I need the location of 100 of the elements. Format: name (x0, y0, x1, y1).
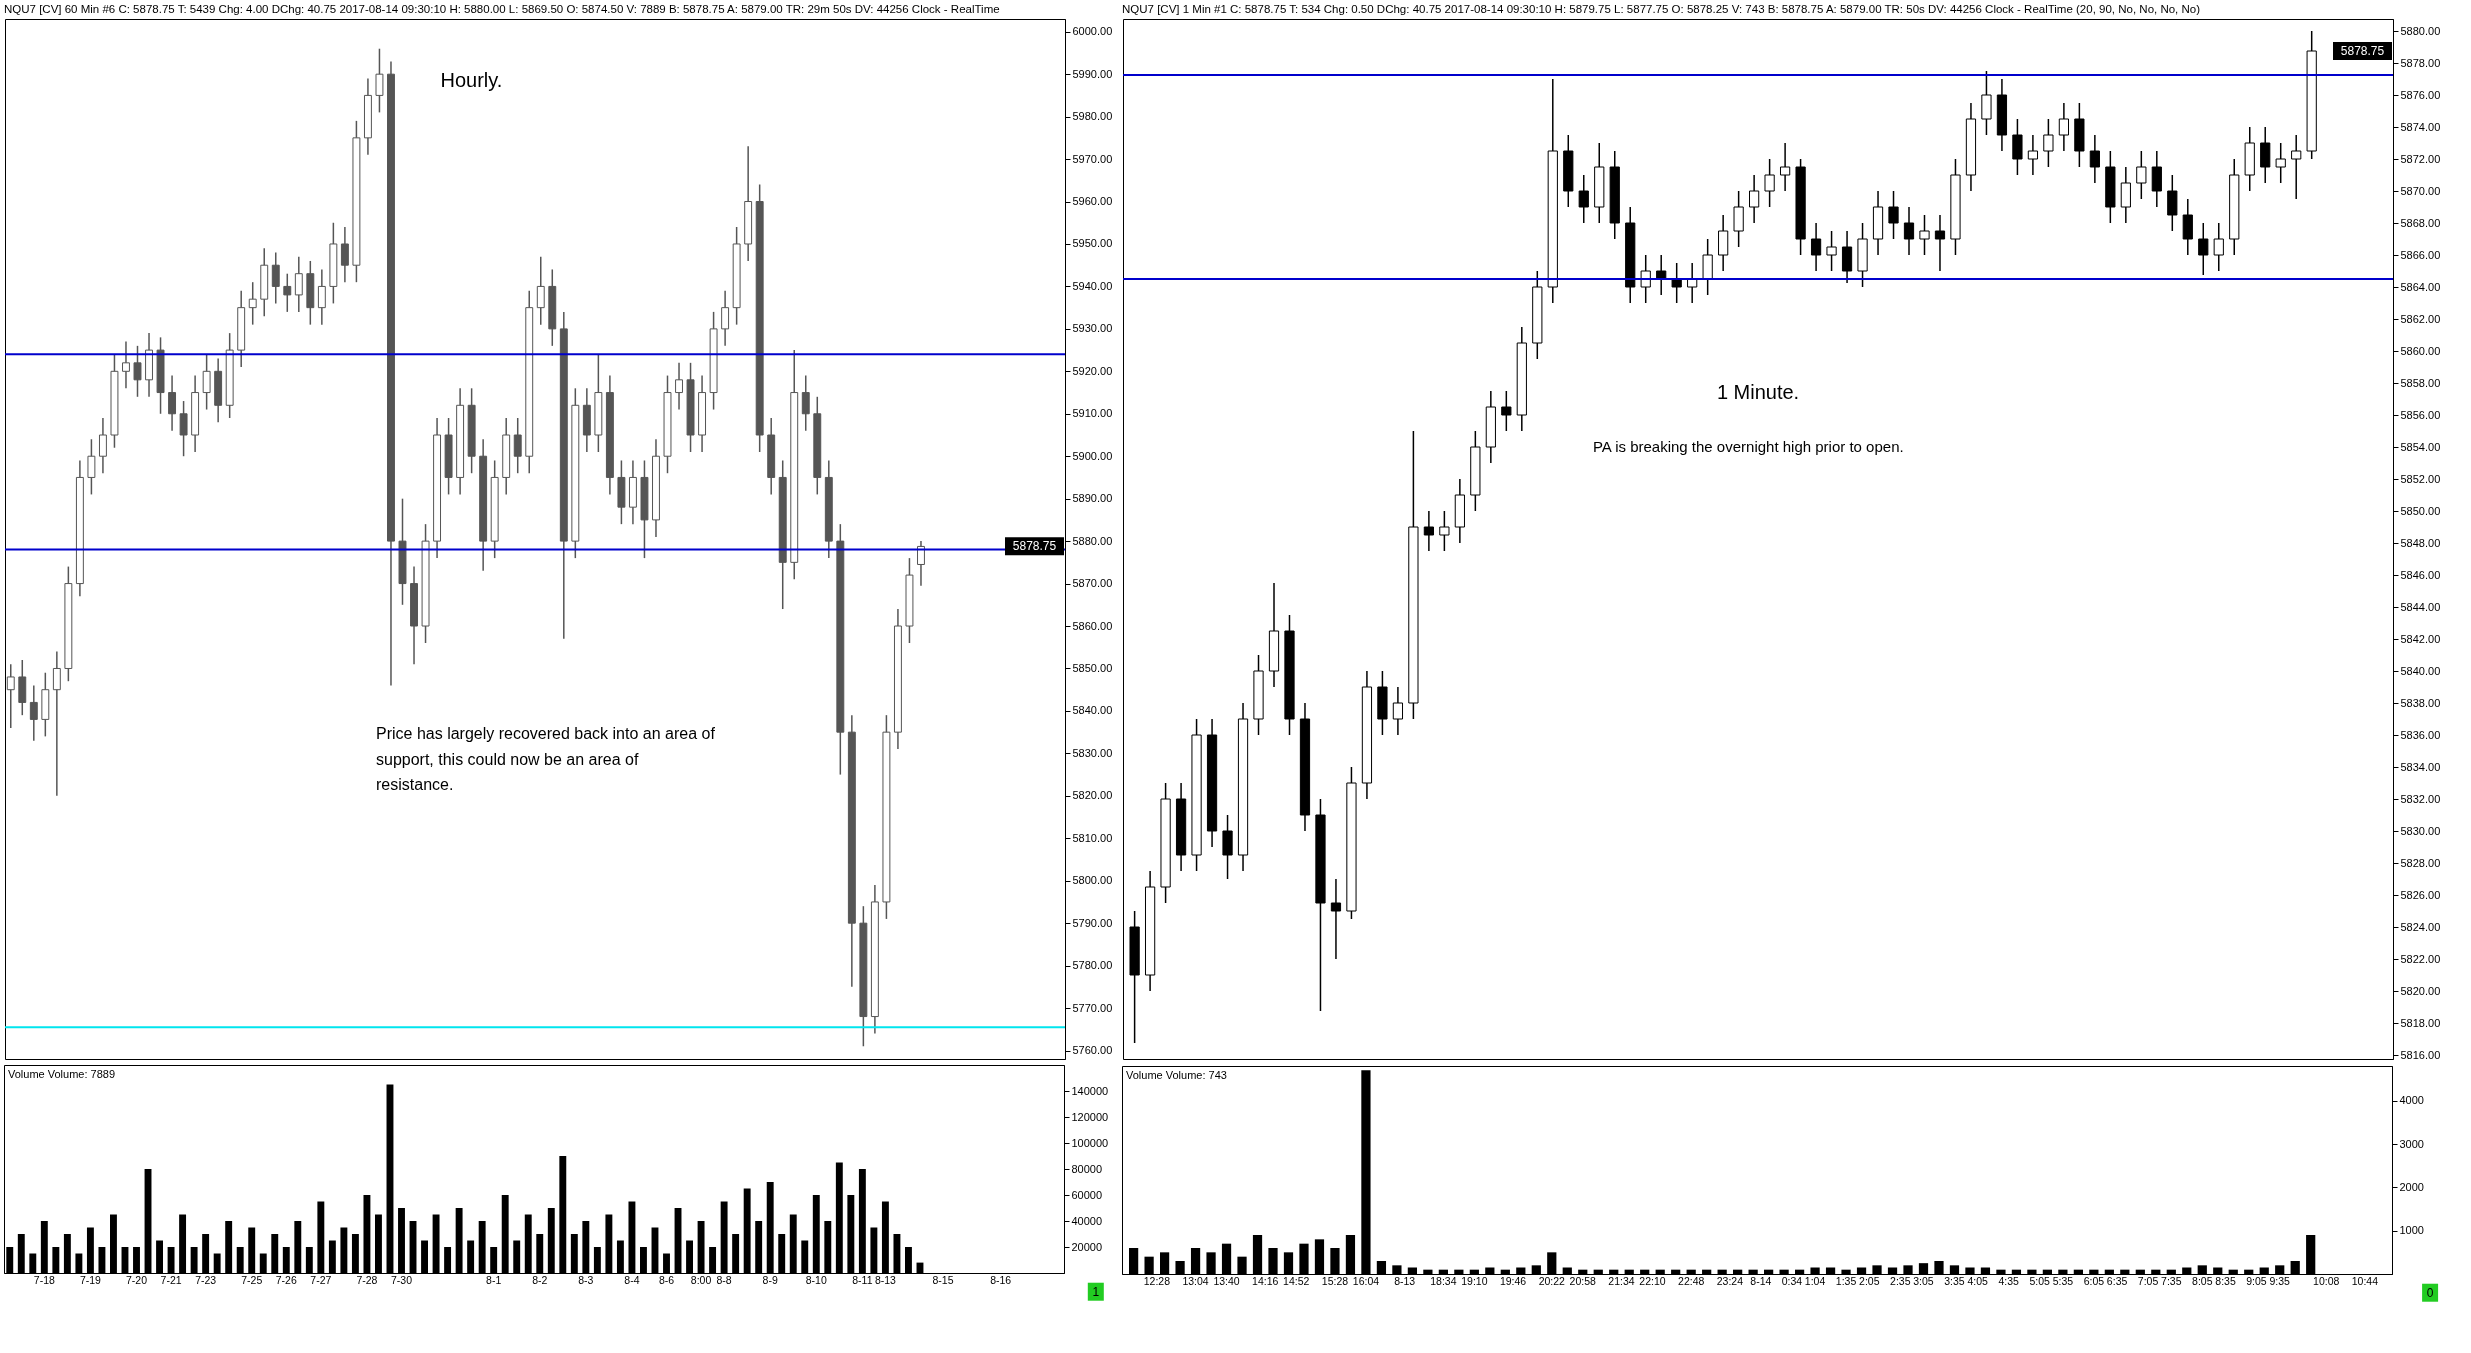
x-tick-label: 19:46 (1499, 1274, 1527, 1287)
x-tick-label: 4:05 (1967, 1274, 1989, 1287)
candlestick (1779, 142, 1791, 192)
y-tick-label: 5880.00 (1072, 534, 1113, 547)
y-tick-label: 5840.00 (2400, 664, 2441, 677)
x-tick-label: 7-19 (79, 1273, 102, 1286)
x-tick-label: 8:00 (690, 1273, 712, 1286)
x-tick-label: 8-2 (532, 1273, 548, 1286)
y-tick-label: 80000 (1071, 1162, 1103, 1175)
candlestick (1330, 878, 1342, 960)
y-tick-label: 5910.00 (1072, 407, 1113, 420)
text: 0 (2426, 1285, 2434, 1300)
candlestick (2291, 134, 2302, 200)
y-tick-label: 5870.00 (2400, 184, 2441, 197)
y-tick-label: 2000 (2399, 1180, 2424, 1193)
x-tick-label: 8-16 (990, 1273, 1012, 1286)
x-tick-label: 22:48 (1678, 1274, 1705, 1287)
y-tick-label: 5842.00 (2400, 632, 2441, 645)
candlestick (2275, 142, 2286, 184)
y-tick-label: 5950.00 (1072, 237, 1113, 250)
x-tick-label: 12:28 (1143, 1274, 1171, 1287)
x-tick-label: 8-6 (658, 1273, 675, 1286)
y-tick-label: 5866.00 (2400, 248, 2441, 261)
y-tick-label: 5940.00 (1072, 279, 1113, 292)
candlestick (1702, 238, 1713, 296)
candlestick (1764, 158, 1775, 208)
x-tick-label: 2:35 (1890, 1274, 1911, 1287)
y-tick-label: 5826.00 (2400, 888, 2441, 901)
x-tick-label: 7:05 (2137, 1274, 2159, 1287)
y-tick-label: 5874.00 (2400, 120, 2441, 133)
candlestick (1222, 814, 1233, 880)
x-tick-label: 8-15 (932, 1273, 954, 1286)
candlestick (340, 226, 349, 283)
candlestick (271, 251, 280, 305)
y-tick-label: 5868.00 (2400, 216, 2441, 229)
y-tick-label: 5858.00 (2400, 376, 2441, 389)
candlestick (2151, 150, 2162, 208)
x-tick-label: 8-8 (716, 1273, 732, 1286)
annotation: Price has largely recovered back into an area of support, this could now be an area of resistance. (376, 725, 716, 794)
candlestick (1392, 686, 1404, 736)
x-tick-label: 6:35 (2106, 1274, 2128, 1287)
x-tick-label: 8-14 (1750, 1274, 1772, 1287)
y-tick-label: 6000.00 (1072, 25, 1113, 38)
candlestick (513, 417, 522, 474)
y-tick-label: 5840.00 (1072, 704, 1113, 717)
x-tick-label: 8-11 (852, 1273, 873, 1286)
x-tick-label: 9:05 (2246, 1274, 2267, 1287)
x-tick-label: 18:34 (1430, 1274, 1457, 1287)
candlestick (801, 374, 810, 432)
y-tick-label: 5822.00 (2400, 952, 2441, 965)
annotation: PA is breaking the overnight high prior to open. (1592, 438, 1904, 456)
candlestick (2198, 222, 2209, 276)
x-tick-label: 8-13 (874, 1273, 897, 1286)
candlestick (675, 362, 683, 411)
x-tick-label: 1:35 (1835, 1274, 1857, 1287)
y-tick-label: 5850.00 (1072, 661, 1113, 674)
y-tick-label: 5880.00 (2400, 24, 2441, 37)
candlestick (294, 255, 303, 313)
x-tick-label: 8-4 (624, 1273, 640, 1286)
x-tick-label: 14:16 (1252, 1274, 1279, 1287)
x-tick-label: 7-18 (33, 1273, 55, 1286)
chart-title: NQU7 [CV] 1 Min #1 C: 5878.75 T: 534 Chg: 0.50 DChg: 40.75 2017-08-14 09:30:10 H: 5879.75 L: 5877.75 O: 5878.25 V: 743 B: 5878.75 A: 5879.00 TR: 50s DV: 44256 Clock - RealTime (20, 90, No, No, No, No) (1122, 2, 2201, 15)
y-tick-label: 5860.00 (2400, 344, 2441, 357)
candlestick (1810, 222, 1822, 272)
y-tick-label: 5816.00 (2400, 1048, 2441, 1061)
candlestick (1903, 206, 1915, 256)
x-tick-label: 1:04 (1804, 1274, 1826, 1287)
candlestick (1919, 214, 1930, 256)
y-tick-label: 5878.00 (2400, 56, 2441, 69)
y-tick-label: 5860.00 (1072, 619, 1113, 632)
x-tick-label: 7-20 (125, 1273, 148, 1286)
y-tick-label: 100000 (1071, 1136, 1109, 1149)
chart-title: Volume Volume: 7889 (8, 1068, 116, 1080)
candlestick (29, 684, 38, 742)
candlestick (1934, 214, 1946, 272)
candlestick (1501, 390, 1512, 432)
y-tick-label: 60000 (1071, 1188, 1103, 1201)
candlestick (1671, 262, 1682, 304)
candlestick (202, 353, 211, 411)
y-tick-label: 5770.00 (1072, 1001, 1113, 1014)
x-tick-label: 7-21 (160, 1273, 182, 1286)
y-tick-label: 5828.00 (2400, 856, 2441, 869)
x-tick-label: 16:04 (1352, 1274, 1380, 1287)
candlestick (1439, 510, 1450, 552)
x-tick-label: 13:04 (1182, 1274, 1209, 1287)
y-tick-label: 140000 (1071, 1084, 1109, 1097)
x-tick-label: 4:35 (1998, 1274, 2020, 1287)
y-tick-label: 5820.00 (1072, 789, 1113, 802)
y-tick-label: 5854.00 (2400, 440, 2441, 453)
y-tick-label: 5852.00 (2400, 472, 2441, 485)
y-tick-label: 5980.00 (1072, 110, 1113, 123)
candlestick (1423, 510, 1434, 552)
candlestick (2012, 118, 2023, 176)
candlestick (2043, 118, 2054, 168)
candlestick (2027, 134, 2039, 176)
x-tick-label: 21:34 (1608, 1274, 1635, 1287)
candlestick (248, 281, 257, 326)
x-tick-label: 10:08 (2313, 1274, 2340, 1287)
x-tick-label: 8-13 (1394, 1274, 1416, 1287)
x-tick-label: 7-27 (310, 1273, 332, 1286)
